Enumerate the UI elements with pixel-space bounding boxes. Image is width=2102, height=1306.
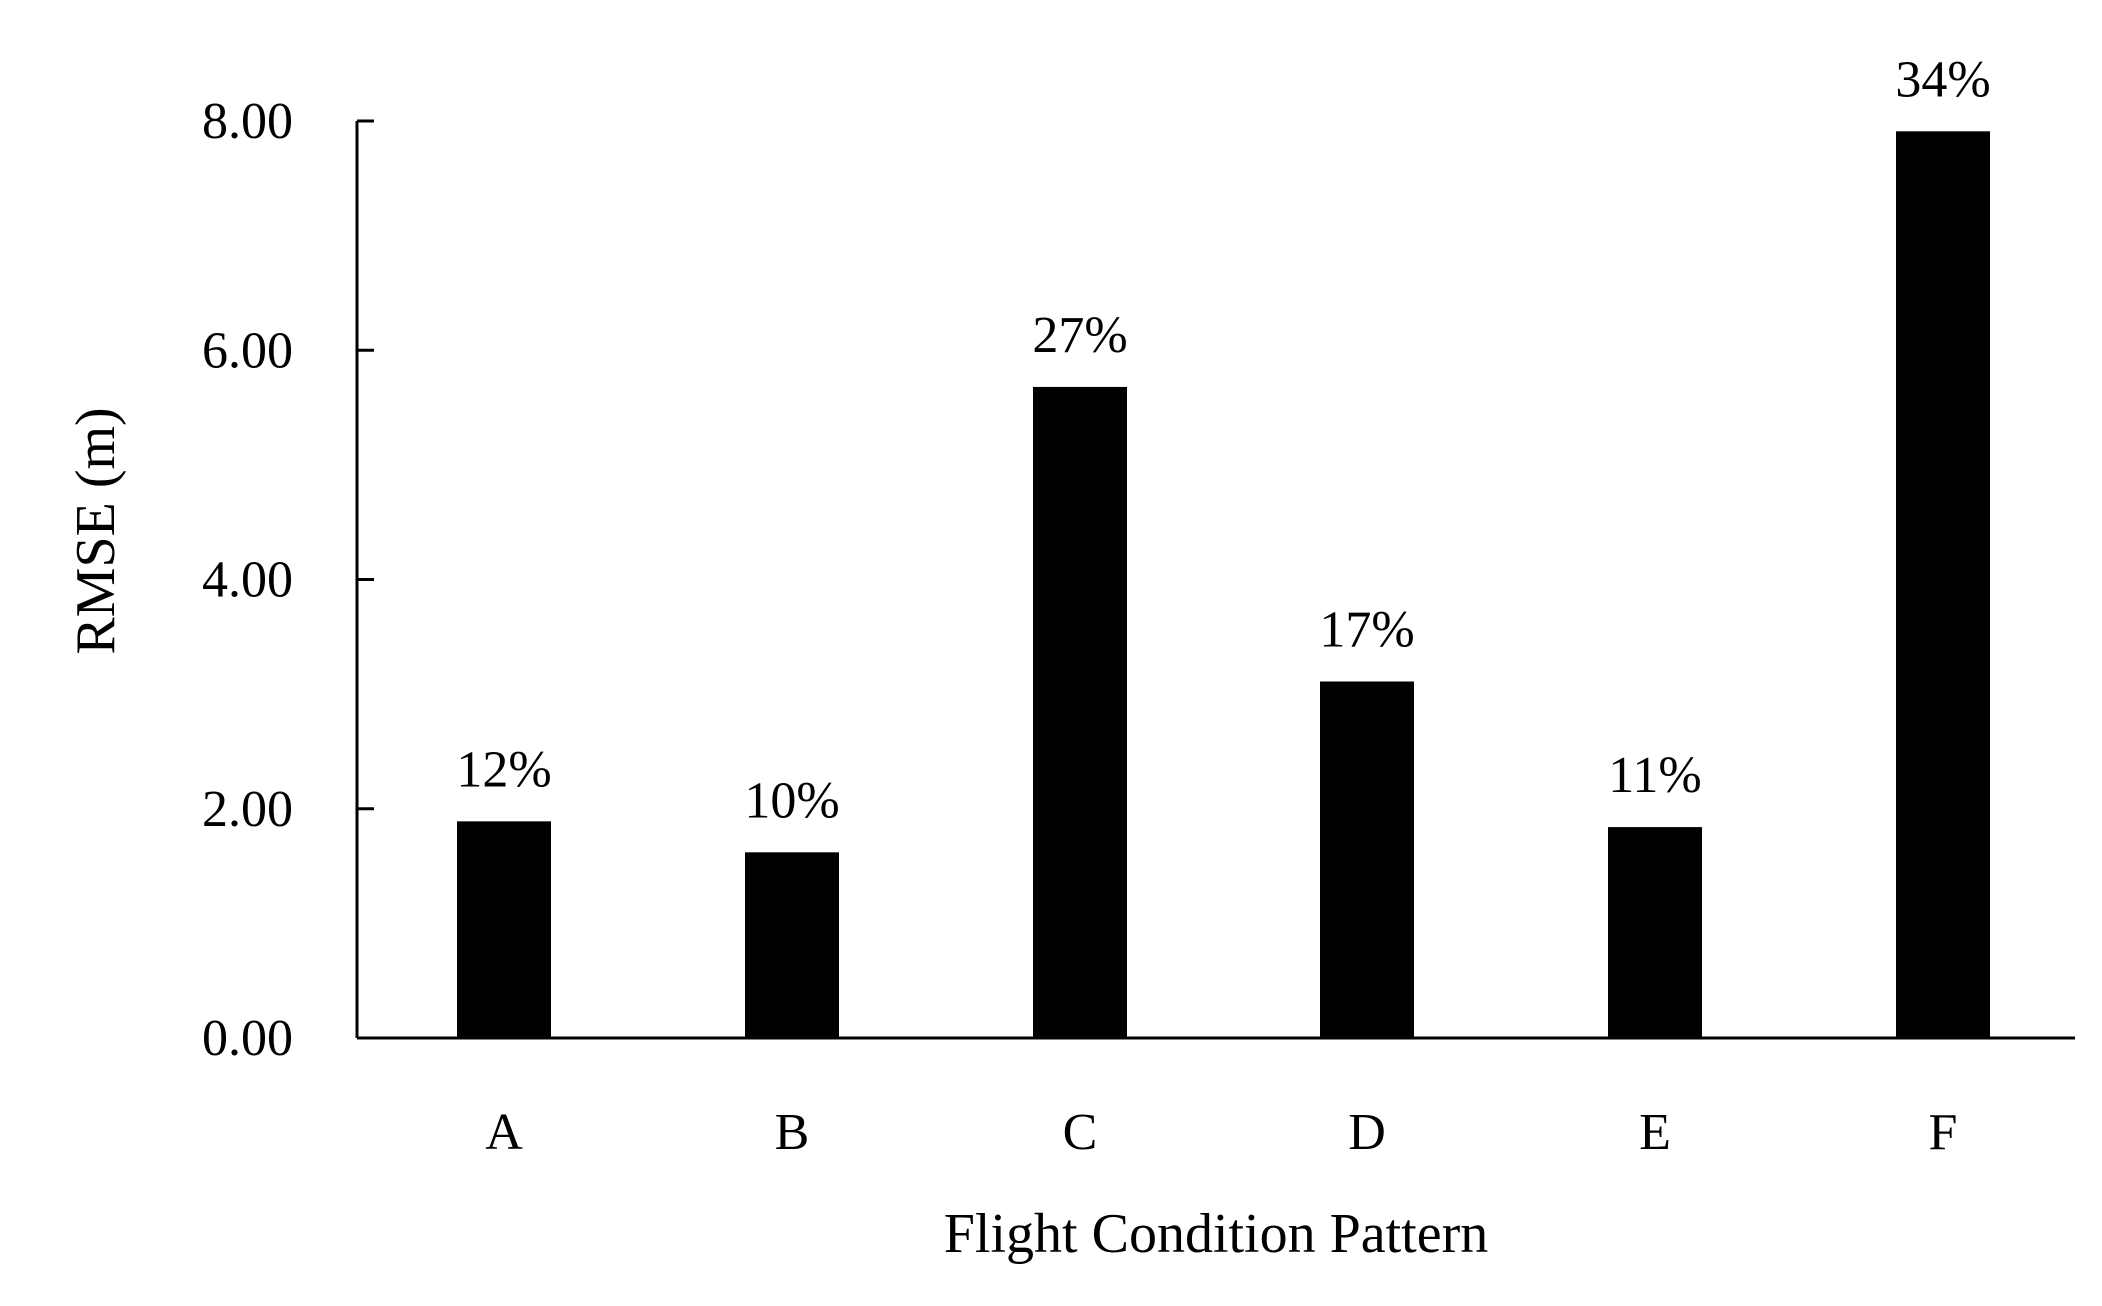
bar-b xyxy=(745,852,839,1038)
bar-d xyxy=(1320,681,1414,1038)
y-tick-label: 4.00 xyxy=(202,552,293,609)
bar-a xyxy=(457,821,551,1038)
data-label-e: 11% xyxy=(1608,747,1701,804)
x-tick-label: C xyxy=(1063,1104,1098,1161)
data-label-c: 27% xyxy=(1032,307,1127,364)
bar-e xyxy=(1608,827,1702,1038)
y-axis-title: RMSE (m) xyxy=(65,407,127,654)
y-tick-label: 2.00 xyxy=(202,781,293,838)
bars-group xyxy=(457,131,1990,1038)
data-label-d: 17% xyxy=(1319,602,1414,659)
data-label-b: 10% xyxy=(744,772,839,829)
x-tick-label: B xyxy=(775,1104,810,1161)
y-tick-label: 0.00 xyxy=(202,1010,293,1067)
y-tick-label: 8.00 xyxy=(202,93,293,150)
data-labels-group: 12% 10% 27% 17% 11% 34% xyxy=(456,51,1990,829)
x-tick-label: E xyxy=(1639,1104,1671,1161)
bar-c xyxy=(1033,386,1127,1038)
x-tick-label: F xyxy=(1929,1104,1958,1161)
bar-f xyxy=(1896,131,1990,1038)
x-tick-label: D xyxy=(1348,1104,1386,1161)
x-axis-categories: A B C D E F xyxy=(485,1104,1957,1161)
y-tick-label: 6.00 xyxy=(202,322,293,379)
x-tick-label: A xyxy=(485,1104,523,1161)
x-axis-title: Flight Condition Pattern xyxy=(944,1203,1488,1265)
y-axis-ticks: 0.00 2.00 4.00 6.00 8.00 xyxy=(202,93,374,1067)
data-label-a: 12% xyxy=(456,741,551,798)
data-label-f: 34% xyxy=(1895,51,1990,108)
